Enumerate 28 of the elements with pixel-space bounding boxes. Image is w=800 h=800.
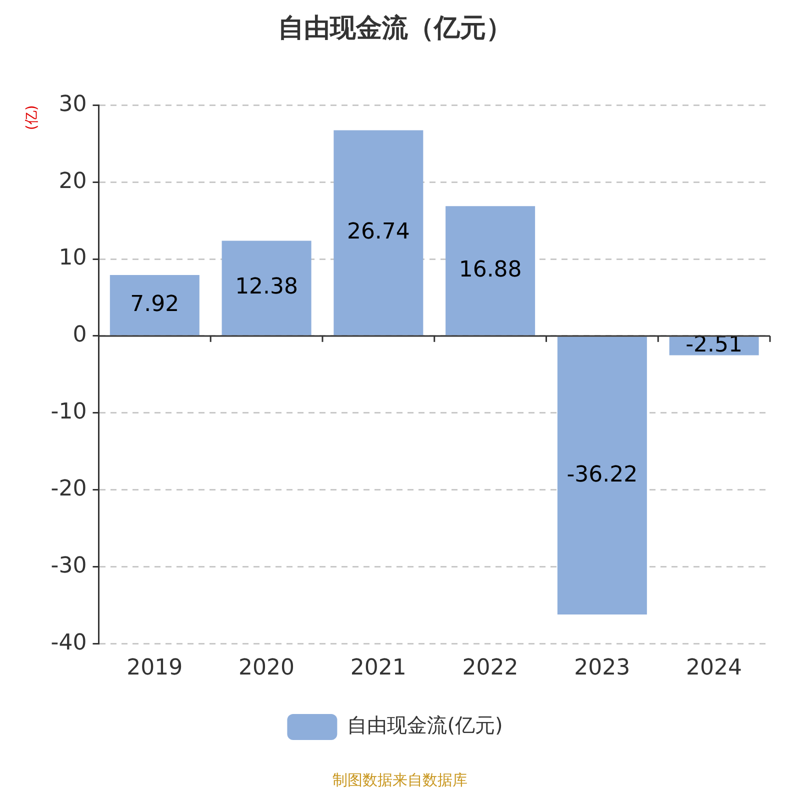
y-tick-label: 30 — [58, 92, 87, 117]
data-label: 16.88 — [458, 257, 522, 282]
x-tick-label: 2022 — [462, 656, 518, 681]
data-label: 26.74 — [346, 219, 410, 244]
text: 制图数据来自数据库 — [332, 770, 468, 791]
data-label: 12.38 — [235, 274, 298, 300]
bar — [557, 336, 647, 615]
bar — [110, 275, 200, 336]
chart-title: 自由现金流（亿元） — [278, 13, 512, 44]
y-tick-label: 20 — [58, 168, 87, 194]
data-label: -36.22 — [566, 462, 638, 488]
y-tick-label: 0 — [72, 322, 87, 348]
legend-label: 自由现金流(亿元) — [347, 713, 503, 738]
x-tick-label: 2023 — [574, 656, 630, 681]
bar — [334, 130, 424, 336]
x-tick-label: 2020 — [238, 656, 295, 681]
y-tick-label: -30 — [50, 553, 87, 578]
y-tick-label: -20 — [50, 476, 87, 502]
bar — [446, 206, 536, 336]
y-tick-label: -10 — [50, 400, 87, 425]
x-tick-label: 2024 — [686, 656, 742, 681]
x-tick-label: 2021 — [350, 656, 406, 681]
bar — [222, 240, 312, 336]
data-label: 7.92 — [130, 292, 180, 317]
x-tick-label: 2019 — [126, 656, 183, 681]
y-axis-title: (亿) — [24, 105, 40, 130]
y-tick-label: -40 — [50, 630, 87, 656]
y-tick-label: 10 — [58, 246, 87, 271]
